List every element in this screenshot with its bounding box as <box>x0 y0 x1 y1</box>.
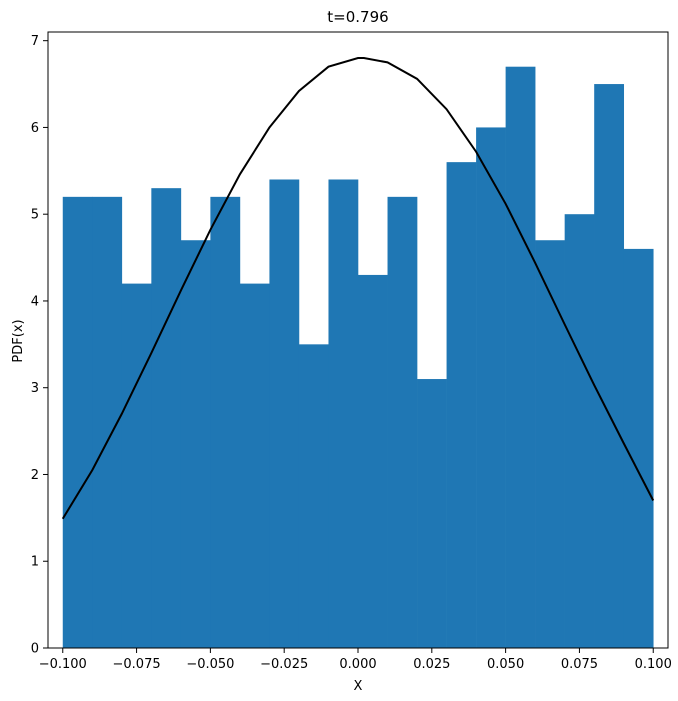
y-tick-label: 7 <box>31 34 39 49</box>
x-tick-label: 0.000 <box>339 657 376 672</box>
x-tick-label: 0.075 <box>561 657 598 672</box>
histogram-bar <box>151 188 182 649</box>
histogram-bar <box>446 162 477 648</box>
histogram-bars <box>62 66 654 649</box>
y-axis-label: PDF(x) <box>11 319 26 362</box>
y-axis-ticks: 0 1 2 3 4 5 6 7 <box>31 34 48 657</box>
histogram-bar <box>594 84 625 648</box>
histogram-bar <box>298 344 329 648</box>
y-tick-label: 6 <box>31 121 39 136</box>
histogram-bar <box>328 179 359 648</box>
y-tick-label: 4 <box>31 294 39 309</box>
y-tick-label: 1 <box>31 555 39 570</box>
histogram-bar <box>476 127 506 648</box>
x-tick-label: 0.025 <box>413 657 450 672</box>
x-axis-ticks: −0.100 −0.075 −0.050 −0.025 0.000 0.025 0.050 0… <box>39 648 672 672</box>
x-tick-label: −0.025 <box>260 657 308 672</box>
y-tick-label: 3 <box>31 381 39 396</box>
histogram-bar <box>564 214 595 648</box>
chart-title: t=0.796 <box>327 8 388 26</box>
histogram-bar <box>180 240 211 649</box>
histogram-bar <box>387 196 418 648</box>
histogram-bar <box>62 196 93 648</box>
histogram-bar <box>358 274 388 648</box>
histogram-bar <box>210 196 241 648</box>
pdf-curve <box>61 57 655 520</box>
histogram-bar <box>417 379 447 648</box>
histogram-bar <box>269 179 300 648</box>
x-tick-label: 0.100 <box>635 657 672 672</box>
histogram-bar <box>121 283 152 648</box>
x-axis-label: X <box>354 679 363 694</box>
histogram-bar <box>505 66 536 648</box>
y-tick-label: 0 <box>31 642 39 657</box>
y-tick-label: 2 <box>31 468 39 483</box>
x-tick-label: −0.075 <box>113 657 161 672</box>
y-tick-label: 5 <box>31 208 39 223</box>
x-tick-label: −0.100 <box>39 657 87 672</box>
histogram-bar <box>623 248 654 648</box>
x-tick-label: −0.050 <box>186 657 234 672</box>
histogram-bar <box>239 283 270 648</box>
x-tick-label: 0.050 <box>487 657 524 672</box>
histogram-bar <box>535 240 565 649</box>
